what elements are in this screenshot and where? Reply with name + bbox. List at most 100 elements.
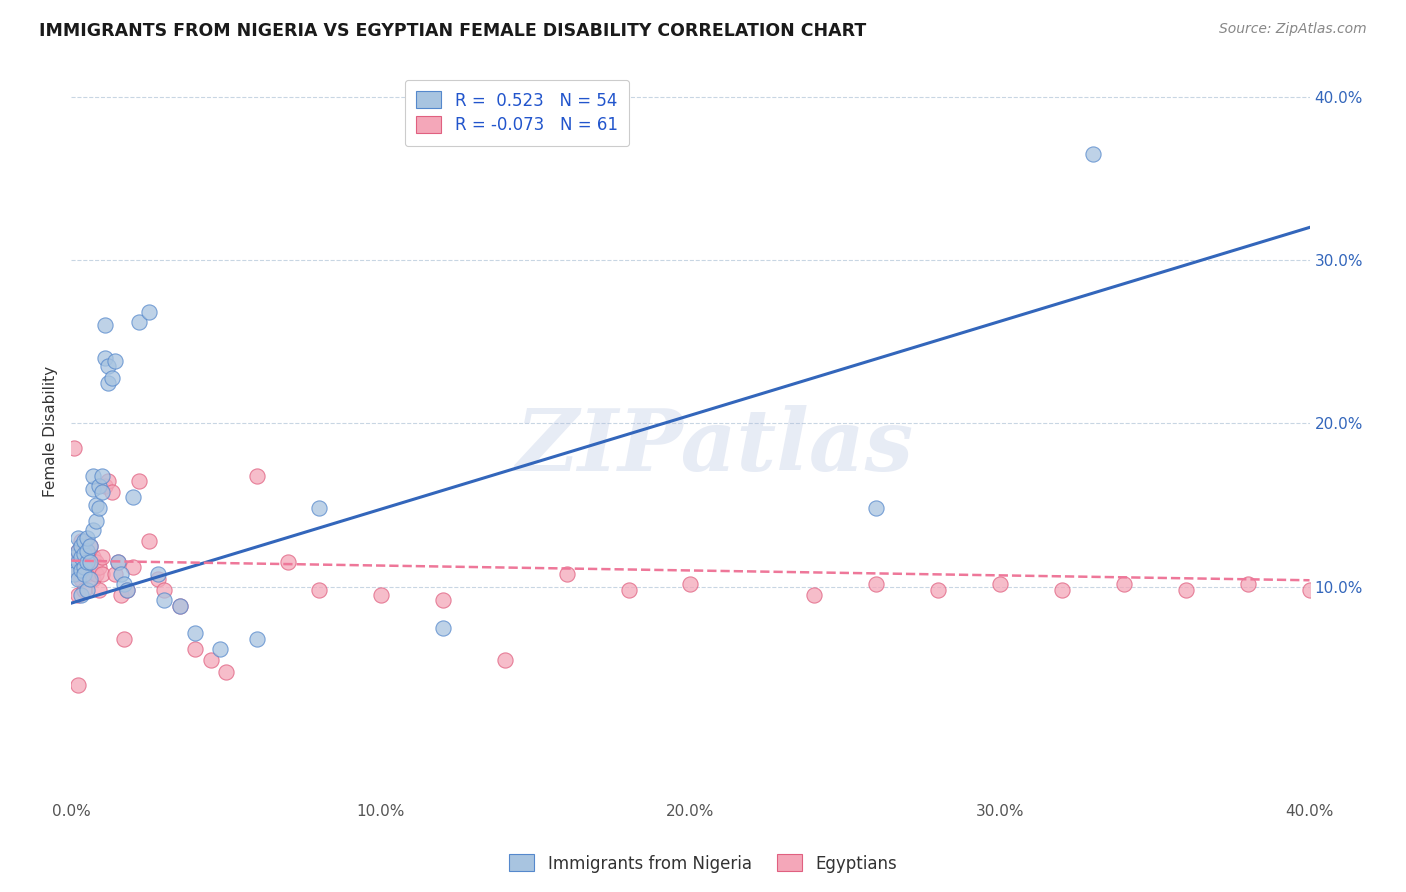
Legend: Immigrants from Nigeria, Egyptians: Immigrants from Nigeria, Egyptians xyxy=(502,847,904,880)
Point xyxy=(82,523,104,537)
Point xyxy=(115,583,138,598)
Point xyxy=(370,588,392,602)
Point xyxy=(91,485,114,500)
Point xyxy=(82,550,104,565)
Point xyxy=(66,544,89,558)
Point xyxy=(128,315,150,329)
Point xyxy=(432,592,454,607)
Point xyxy=(82,572,104,586)
Point xyxy=(69,550,91,565)
Point xyxy=(73,560,96,574)
Point xyxy=(73,550,96,565)
Text: IMMIGRANTS FROM NIGERIA VS EGYPTIAN FEMALE DISABILITY CORRELATION CHART: IMMIGRANTS FROM NIGERIA VS EGYPTIAN FEMA… xyxy=(39,22,866,40)
Point xyxy=(82,482,104,496)
Point xyxy=(1112,576,1135,591)
Point xyxy=(104,354,127,368)
Point xyxy=(200,653,222,667)
Point xyxy=(494,653,516,667)
Point xyxy=(107,555,129,569)
Point xyxy=(66,678,89,692)
Point xyxy=(184,641,207,656)
Point xyxy=(153,583,176,598)
Point xyxy=(73,560,96,574)
Y-axis label: Female Disability: Female Disability xyxy=(44,366,58,497)
Point xyxy=(112,632,135,646)
Point xyxy=(82,468,104,483)
Point xyxy=(79,555,101,569)
Point xyxy=(89,583,111,598)
Point xyxy=(277,555,299,569)
Point xyxy=(138,534,160,549)
Point xyxy=(865,576,887,591)
Point xyxy=(169,599,191,614)
Point xyxy=(76,544,98,558)
Point xyxy=(66,588,89,602)
Point xyxy=(76,544,98,558)
Point xyxy=(1081,147,1104,161)
Point xyxy=(84,515,107,529)
Point xyxy=(76,566,98,581)
Point xyxy=(76,583,98,598)
Point xyxy=(76,531,98,545)
Point xyxy=(76,555,98,569)
Point xyxy=(100,370,122,384)
Point xyxy=(63,441,86,455)
Point xyxy=(115,583,138,598)
Text: ZIPatlas: ZIPatlas xyxy=(516,405,914,488)
Point xyxy=(66,572,89,586)
Point xyxy=(91,468,114,483)
Point xyxy=(66,531,89,545)
Point xyxy=(73,547,96,561)
Point xyxy=(107,555,129,569)
Point xyxy=(84,566,107,581)
Point xyxy=(76,555,98,569)
Point xyxy=(184,625,207,640)
Text: Source: ZipAtlas.com: Source: ZipAtlas.com xyxy=(1219,22,1367,37)
Point xyxy=(1236,576,1258,591)
Point xyxy=(69,539,91,553)
Point xyxy=(94,351,117,365)
Legend: R =  0.523   N = 54, R = -0.073   N = 61: R = 0.523 N = 54, R = -0.073 N = 61 xyxy=(405,79,630,146)
Point xyxy=(100,485,122,500)
Point xyxy=(69,555,91,569)
Point xyxy=(110,588,132,602)
Point xyxy=(146,572,169,586)
Point xyxy=(104,566,127,581)
Point xyxy=(146,566,169,581)
Point xyxy=(112,576,135,591)
Point xyxy=(246,468,269,483)
Point xyxy=(63,550,86,565)
Point xyxy=(73,583,96,598)
Point xyxy=(1174,583,1197,598)
Point xyxy=(679,576,702,591)
Point xyxy=(63,550,86,565)
Point xyxy=(73,566,96,581)
Point xyxy=(79,572,101,586)
Point xyxy=(208,641,231,656)
Point xyxy=(73,534,96,549)
Point xyxy=(246,632,269,646)
Point xyxy=(97,474,120,488)
Point xyxy=(89,560,111,574)
Point xyxy=(617,583,640,598)
Point xyxy=(1050,583,1073,598)
Point xyxy=(865,501,887,516)
Point xyxy=(94,478,117,492)
Point xyxy=(169,599,191,614)
Point xyxy=(69,534,91,549)
Point xyxy=(927,583,949,598)
Point xyxy=(79,539,101,553)
Point xyxy=(432,621,454,635)
Point xyxy=(66,555,89,569)
Point xyxy=(138,305,160,319)
Point xyxy=(308,501,330,516)
Point xyxy=(97,359,120,374)
Point xyxy=(97,376,120,390)
Point xyxy=(79,539,101,553)
Point xyxy=(69,564,91,578)
Point xyxy=(69,588,91,602)
Point xyxy=(84,498,107,512)
Point xyxy=(89,478,111,492)
Point xyxy=(91,566,114,581)
Point xyxy=(803,588,825,602)
